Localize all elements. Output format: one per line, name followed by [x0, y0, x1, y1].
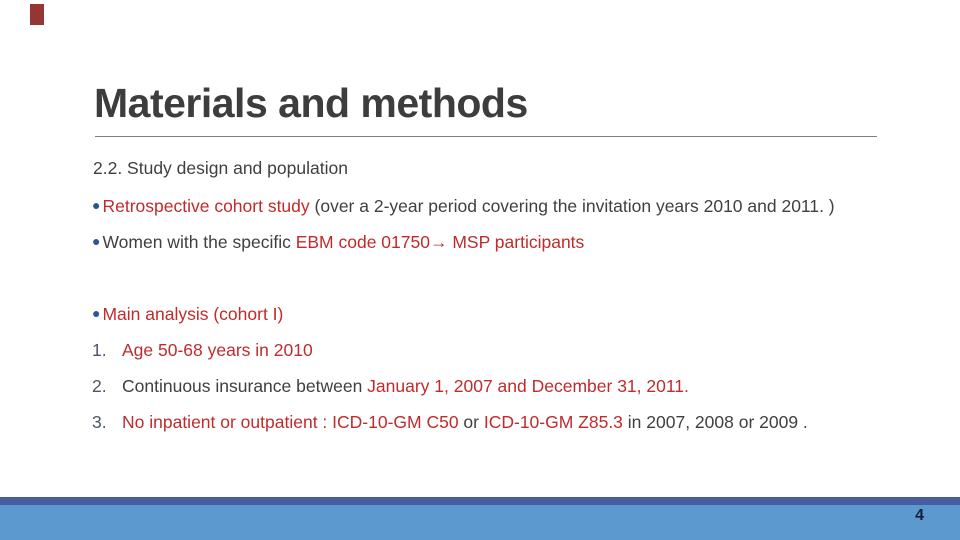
text-segment: January 1, 2007 and December 31, 2011. [367, 375, 689, 396]
text-segment: (over a 2-year period covering the invit… [309, 195, 835, 216]
text-segment: in 2007, 2008 or 2009 . [622, 411, 808, 432]
text-segment: Age 50-68 years in 2010 [122, 339, 313, 360]
bullet-line: ● Women with the specific EBM code 01750→… [92, 224, 930, 260]
numbered-line: 2. Continuous insurance between January 1… [92, 368, 930, 404]
bullet-icon: ● [92, 305, 101, 321]
list-number: 3. [92, 411, 107, 432]
text-segment: Women with the specific [102, 231, 296, 252]
corner-accent-mark [30, 4, 44, 25]
section-subheading: 2.2. Study design and population [93, 158, 348, 178]
bullet-icon: ● [92, 233, 101, 249]
footer-bar-light [0, 505, 960, 540]
numbered-list: 1. Age 50-68 years in 2010 2. Continuous in… [92, 332, 930, 440]
page-number: 4 [915, 507, 924, 524]
bullet-line: ● Retrospective cohort study (over a 2-ye… [92, 188, 930, 224]
text-segment: ICD-10-GM Z85.3 [483, 411, 623, 432]
numbered-line: 1. Age 50-68 years in 2010 [92, 332, 930, 368]
title-underline [95, 136, 877, 137]
bullet-line: ● Main analysis (cohort I) [92, 296, 930, 332]
text-segment: or [458, 411, 484, 432]
list-number: 2. [92, 375, 107, 396]
bullet-icon: ● [92, 197, 101, 213]
text-segment: Retrospective cohort study [102, 195, 310, 216]
text-segment: EBM code 01750→ MSP participants [295, 231, 585, 252]
text-segment: Continuous insurance between [122, 375, 368, 396]
numbered-line: 3. No inpatient or outpatient : ICD-10-GM… [92, 404, 930, 440]
footer-bar-dark [0, 497, 960, 505]
slide-body: ● Retrospective cohort study (over a 2-ye… [92, 188, 930, 440]
text-segment: Main analysis (cohort I) [102, 303, 284, 324]
bullet-list: ● Retrospective cohort study (over a 2-ye… [92, 188, 930, 332]
slide-title: Materials and methods [94, 80, 528, 126]
list-number: 1. [92, 339, 107, 360]
text-segment: No inpatient or outpatient : ICD-10-GM C… [122, 411, 459, 432]
